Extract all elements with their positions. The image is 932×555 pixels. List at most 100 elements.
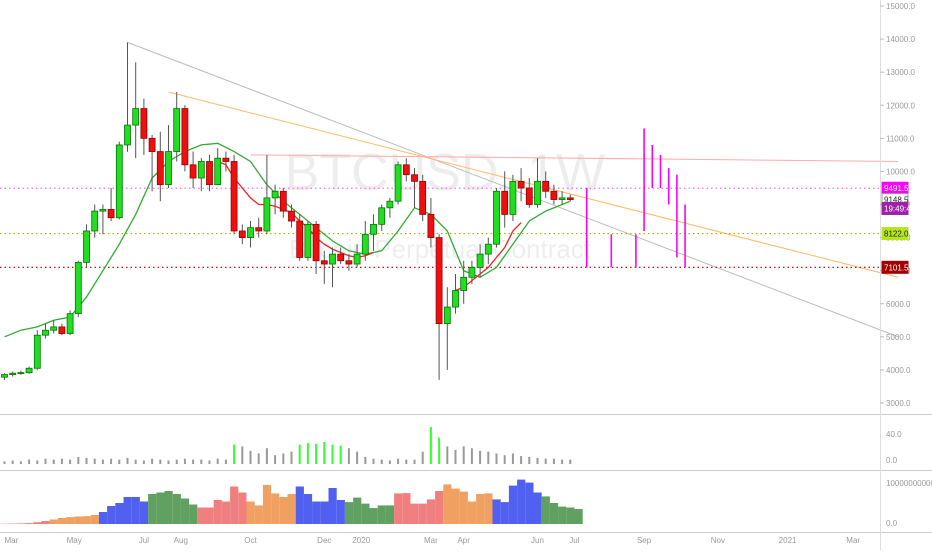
oscillator-bar[interactable] [222,502,230,525]
volume-bar[interactable] [168,460,170,464]
bear-candle[interactable] [59,327,65,334]
volume-bar[interactable] [192,460,194,464]
volume-bar[interactable] [463,446,465,464]
bull-candle[interactable] [26,368,32,372]
bear-candle[interactable] [223,158,229,161]
bear-candle[interactable] [108,209,114,217]
volume-bar[interactable] [512,453,514,464]
bull-candle[interactable] [535,181,541,204]
bull-candle[interactable] [387,201,393,208]
oscillator-bar[interactable] [25,523,33,524]
oscillator-bar[interactable] [296,487,304,525]
bull-candle[interactable] [51,327,57,330]
oscillator-bar[interactable] [493,499,501,524]
volume-bar[interactable] [528,457,530,464]
oscillator-bar[interactable] [386,505,394,524]
oscillator-bar[interactable] [42,521,50,524]
bull-candle[interactable] [477,254,483,267]
volume-bar[interactable] [282,453,284,464]
volume-bar[interactable] [455,450,457,464]
bear-candle[interactable] [567,198,573,200]
oscillator-bar[interactable] [575,509,583,524]
bull-candle[interactable] [198,161,204,178]
volume-bar[interactable] [332,445,334,464]
bull-candle[interactable] [395,165,401,201]
bull-candle[interactable] [43,330,49,335]
bear-candle[interactable] [190,165,196,178]
volume-bar[interactable] [340,446,342,464]
volume-bar[interactable] [127,458,129,464]
volume-bar[interactable] [258,453,260,464]
volume-bar[interactable] [241,446,243,464]
bear-candle[interactable] [289,211,295,221]
bear-candle[interactable] [297,221,303,257]
bear-candle[interactable] [346,261,352,264]
bear-candle[interactable] [518,181,524,188]
volume-bar[interactable] [159,460,161,464]
volume-bar[interactable] [20,461,22,464]
bear-candle[interactable] [321,261,327,264]
bull-candle[interactable] [305,224,311,257]
oscillator-bar[interactable] [50,520,58,525]
volume-bar[interactable] [12,460,14,464]
oscillator-bar[interactable] [501,502,509,524]
bear-candle[interactable] [256,228,262,231]
oscillator-bar[interactable] [509,486,517,524]
volume-bar[interactable] [553,459,555,464]
oscillator-bar[interactable] [452,489,460,524]
volume-bar[interactable] [471,448,473,464]
bull-candle[interactable] [18,373,24,374]
oscillator-bar[interactable] [206,508,214,525]
volume-bar[interactable] [496,453,498,464]
oscillator-bar[interactable] [124,497,132,524]
volume-bar[interactable] [143,460,145,464]
oscillator-bar[interactable] [83,516,91,524]
bear-candle[interactable] [231,161,237,230]
volume-bar[interactable] [430,427,432,464]
volume-bar[interactable] [414,460,416,464]
oscillator-bar[interactable] [74,517,82,525]
volume-bar[interactable] [356,452,358,464]
volume-bar[interactable] [118,460,120,464]
oscillator-bar[interactable] [394,493,402,524]
bull-candle[interactable] [133,109,139,126]
bear-candle[interactable] [412,175,418,182]
oscillator-bar[interactable] [476,494,484,524]
volume-bar[interactable] [479,451,481,464]
bear-candle[interactable] [182,109,188,165]
oscillator-bar[interactable] [115,503,123,524]
oscillator-bar[interactable] [411,504,419,524]
oscillator-bar[interactable] [337,500,345,524]
bull-candle[interactable] [362,234,368,254]
bear-candle[interactable] [280,191,286,211]
bear-candle[interactable] [403,165,409,175]
bull-candle[interactable] [84,231,90,262]
oscillator-bar[interactable] [484,493,492,524]
volume-bar[interactable] [373,459,375,464]
volume-bar[interactable] [53,460,55,464]
bear-candle[interactable] [149,138,155,151]
bull-candle[interactable] [75,262,81,313]
oscillator-bar[interactable] [140,502,148,525]
bull-candle[interactable] [559,198,565,200]
oscillator-bar[interactable] [525,483,533,524]
bull-candle[interactable] [510,181,516,214]
volume-bar[interactable] [110,459,112,464]
oscillator-bar[interactable] [132,497,140,524]
volume-bar[interactable] [291,452,293,464]
oscillator-bar[interactable] [230,487,238,525]
bear-candle[interactable] [420,181,426,214]
bull-candle[interactable] [174,109,180,152]
volume-bar[interactable] [364,457,366,464]
bull-candle[interactable] [125,125,131,145]
volume-bar[interactable] [69,460,71,464]
bull-candle[interactable] [100,209,106,211]
bear-candle[interactable] [338,254,344,261]
oscillator-bar[interactable] [66,517,74,524]
volume-bar[interactable] [545,459,547,464]
bull-candle[interactable] [371,224,377,234]
bull-candle[interactable] [461,277,467,290]
bear-candle[interactable] [141,109,147,139]
bull-candle[interactable] [116,145,122,218]
